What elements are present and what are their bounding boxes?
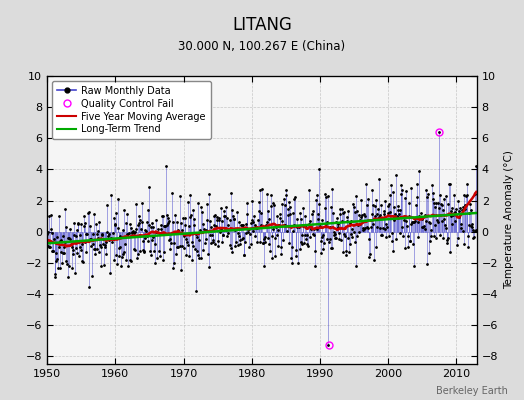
Legend: Raw Monthly Data, Quality Control Fail, Five Year Moving Average, Long-Term Tren: Raw Monthly Data, Quality Control Fail, … xyxy=(52,81,211,139)
Text: LITANG: LITANG xyxy=(232,16,292,34)
Text: 30.000 N, 100.267 E (China): 30.000 N, 100.267 E (China) xyxy=(179,40,345,53)
Text: Berkeley Earth: Berkeley Earth xyxy=(436,386,508,396)
Y-axis label: Temperature Anomaly (°C): Temperature Anomaly (°C) xyxy=(504,150,514,290)
